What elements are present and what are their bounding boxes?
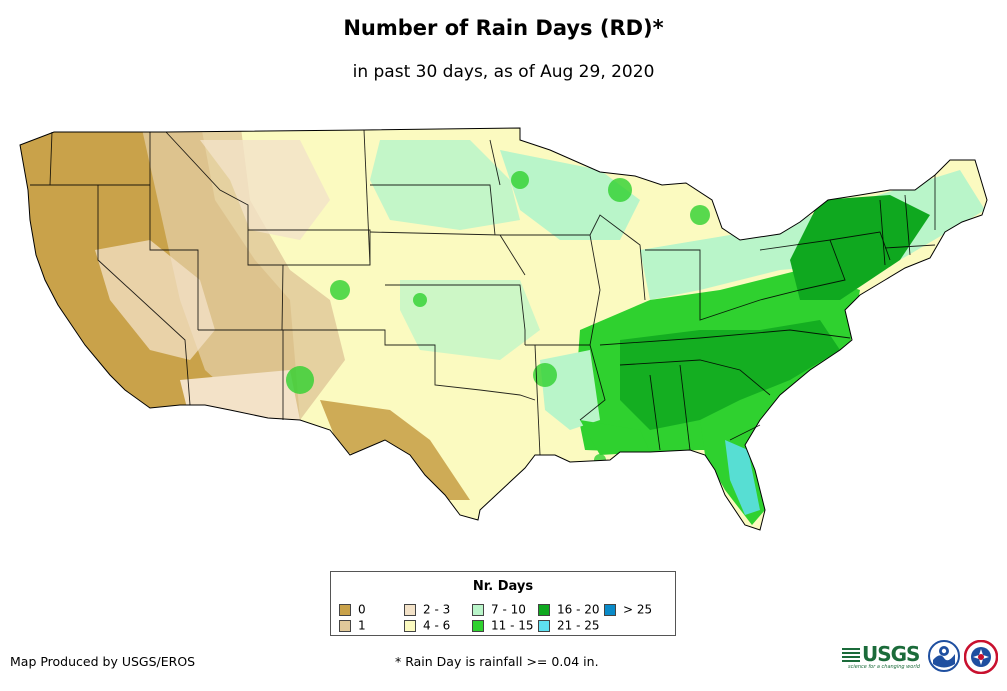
legend-swatch (339, 603, 351, 616)
legend-item-6: 16 - 20 (538, 603, 600, 616)
legend-item-5: 11 - 15 (472, 619, 534, 632)
legend-swatch (404, 619, 416, 632)
map-subtitle: in past 30 days, as of Aug 29, 2020 (352, 62, 655, 82)
legend-swatch (472, 603, 484, 616)
legend-label: 7 - 10 (491, 602, 526, 617)
logos: USGS science for a changing world (842, 638, 1002, 678)
legend-item-1: 1 (339, 619, 366, 632)
nws-logo-icon (964, 640, 998, 674)
legend-item-2: 2 - 3 (404, 603, 450, 616)
legend-label: 21 - 25 (557, 618, 600, 633)
legend-item-3: 4 - 6 (404, 619, 450, 632)
legend-label: 1 (358, 618, 366, 633)
footnote-text: * Rain Day is rainfall >= 0.04 in. (395, 654, 599, 669)
legend-title: Nr. Days (472, 579, 534, 594)
legend-label: 11 - 15 (491, 618, 534, 633)
legend-swatch (339, 619, 351, 632)
legend-item-8: > 25 (604, 603, 652, 616)
noaa-logo-icon (928, 640, 960, 672)
legend-label: 2 - 3 (423, 602, 451, 617)
legend-swatch (404, 603, 416, 616)
legend-label: 0 (358, 602, 366, 617)
legend-swatch (472, 619, 484, 632)
usgs-tagline: science for a changing world (848, 664, 920, 670)
legend-item-7: 21 - 25 (538, 619, 600, 632)
legend-label: 16 - 20 (557, 602, 600, 617)
legend-item-4: 7 - 10 (472, 603, 526, 616)
legend-item-0: 0 (339, 603, 366, 616)
legend-label: > 25 (623, 602, 653, 617)
legend: Nr. Days 0 1 2 - 3 4 - 6 7 - 10 11 - 15 … (330, 571, 676, 636)
credit-text: Map Produced by USGS/EROS (10, 654, 196, 669)
map-title: Number of Rain Days (RD)* (343, 16, 664, 40)
legend-swatch (538, 603, 550, 616)
legend-swatch (538, 619, 550, 632)
legend-label: 4 - 6 (423, 618, 451, 633)
usgs-logo-icon: USGS (842, 642, 920, 670)
legend-swatch (604, 603, 616, 616)
